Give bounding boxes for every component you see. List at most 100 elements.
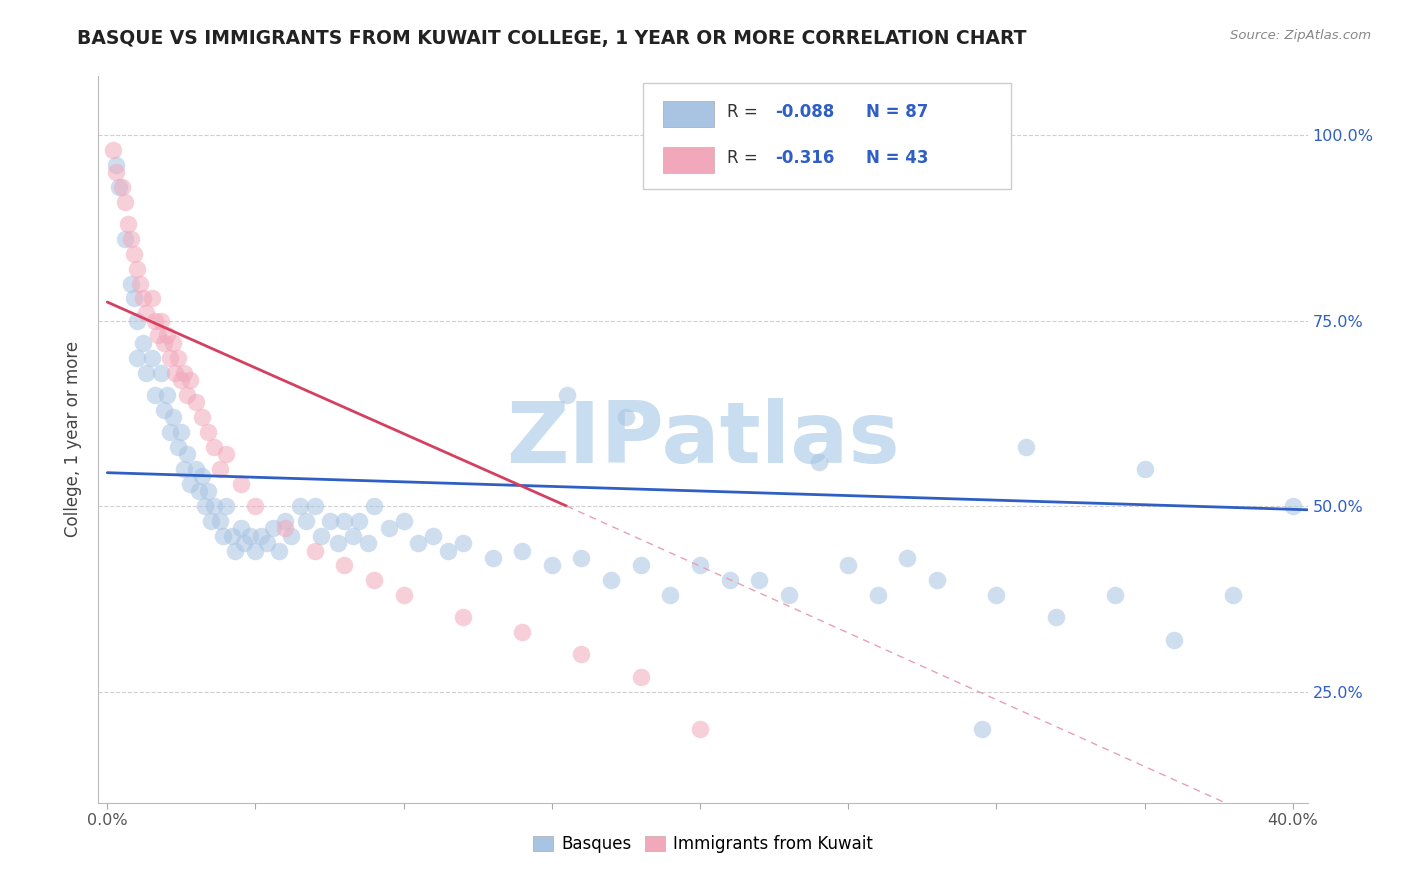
Point (120, 277, 142, 291)
Point (159, 425, 181, 439)
Point (132, 291, 155, 305)
Point (170, 373, 193, 387)
Point (600, 574, 623, 588)
Point (114, 194, 136, 209)
Point (1104, 588, 1126, 602)
Point (295, 514, 318, 528)
Point (194, 499, 217, 513)
Point (125, 313, 148, 327)
Point (555, 388, 578, 402)
Text: R =: R = (727, 149, 763, 167)
Point (451, 610, 474, 624)
Point (1133, 462, 1156, 476)
Point (197, 484, 219, 499)
Point (288, 499, 311, 513)
Point (1015, 440, 1038, 454)
Point (103, 143, 125, 157)
Point (1045, 610, 1067, 624)
Legend: Basques, Immigrants from Kuwait: Basques, Immigrants from Kuwait (526, 829, 880, 860)
Point (250, 529, 273, 543)
Point (408, 536, 430, 550)
Point (152, 335, 174, 350)
Point (114, 232, 136, 246)
Point (304, 499, 326, 513)
Point (202, 499, 225, 513)
Point (378, 521, 401, 535)
Point (179, 373, 201, 387)
Point (659, 588, 682, 602)
Point (363, 574, 385, 588)
Point (571, 648, 593, 662)
Point (120, 232, 142, 246)
Point (129, 277, 152, 291)
Point (1222, 588, 1244, 602)
Point (208, 462, 231, 476)
Point (333, 514, 356, 528)
Point (122, 291, 145, 305)
Point (224, 543, 246, 558)
Point (212, 529, 235, 543)
Point (245, 543, 267, 558)
Point (105, 165, 128, 179)
Point (807, 454, 830, 468)
Point (363, 499, 385, 513)
Point (202, 440, 225, 454)
Point (159, 351, 181, 365)
Point (304, 543, 326, 558)
Point (176, 388, 198, 402)
Point (167, 351, 190, 365)
Text: ZIPatlas: ZIPatlas (506, 398, 900, 481)
Point (117, 217, 139, 231)
Text: -0.088: -0.088 (776, 103, 835, 121)
Point (146, 328, 169, 343)
Point (188, 484, 211, 499)
Point (451, 536, 474, 550)
Point (197, 425, 219, 439)
Point (392, 588, 415, 602)
Text: N = 87: N = 87 (866, 103, 928, 121)
Point (122, 247, 145, 261)
Point (149, 313, 172, 327)
Text: -0.316: -0.316 (776, 149, 835, 167)
FancyBboxPatch shape (664, 147, 714, 173)
Point (328, 536, 350, 550)
Point (135, 306, 157, 320)
Point (232, 536, 254, 550)
Point (179, 476, 201, 491)
Point (630, 558, 652, 573)
Point (221, 529, 243, 543)
Point (149, 366, 172, 380)
Point (437, 543, 460, 558)
Point (392, 514, 415, 528)
Text: R =: R = (727, 103, 763, 121)
Point (262, 521, 284, 535)
Y-axis label: College, 1 year or more: College, 1 year or more (65, 342, 83, 537)
Point (143, 388, 166, 402)
Point (143, 313, 166, 327)
Point (173, 462, 195, 476)
Point (245, 499, 267, 513)
Point (269, 543, 291, 558)
Point (748, 574, 770, 588)
Point (165, 366, 187, 380)
Point (510, 625, 533, 640)
Point (111, 180, 134, 194)
Point (125, 351, 148, 365)
Point (215, 447, 238, 461)
Point (170, 425, 193, 439)
Point (274, 514, 297, 528)
Point (342, 529, 364, 543)
Point (1281, 499, 1303, 513)
Point (866, 588, 889, 602)
Point (162, 410, 184, 425)
Point (309, 529, 332, 543)
Point (481, 551, 503, 566)
Point (970, 722, 993, 736)
Point (274, 521, 297, 535)
Point (186, 462, 208, 476)
FancyBboxPatch shape (643, 83, 1011, 188)
Point (132, 335, 155, 350)
Point (229, 476, 252, 491)
Point (778, 588, 800, 602)
Point (191, 469, 214, 483)
